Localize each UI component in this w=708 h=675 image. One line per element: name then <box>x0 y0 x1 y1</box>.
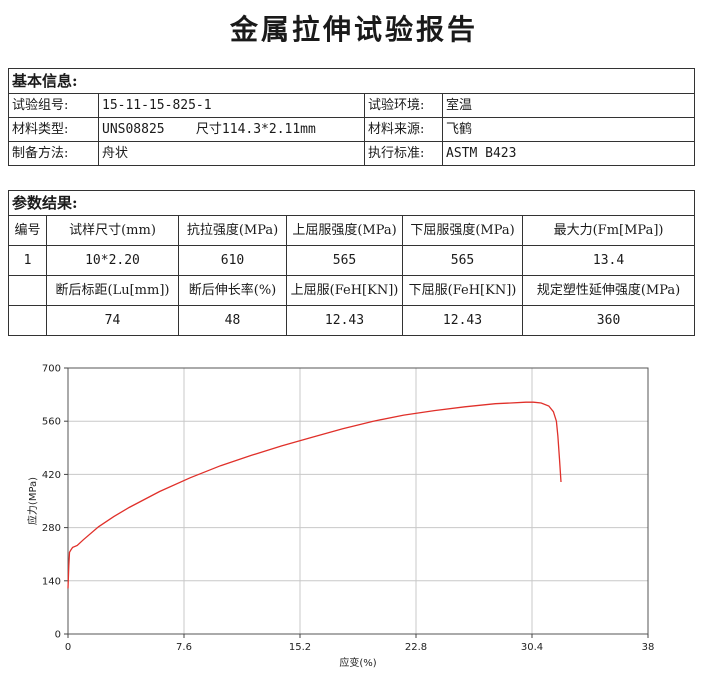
y-tick-label: 420 <box>42 470 61 481</box>
value-material-type: UNS08825 尺寸114.3*2.11mm <box>98 117 365 142</box>
label-material-source: 材料来源: <box>364 117 443 142</box>
label-prep-method: 制备方法: <box>8 141 99 166</box>
value-cell: 12.43 <box>402 305 523 336</box>
header-cell: 断后伸长率(%) <box>178 275 287 306</box>
basic-info-row: 材料类型: UNS08825 尺寸114.3*2.11mm 材料来源: 飞鹤 <box>8 117 696 142</box>
stress-strain-line <box>67 401 562 589</box>
y-tick-label: 280 <box>42 523 61 534</box>
y-tick-label: 140 <box>42 576 61 587</box>
value-test-group: 15-11-15-825-1 <box>98 93 365 118</box>
label-standard: 执行标准: <box>364 141 443 166</box>
value-cell: 610 <box>178 245 287 276</box>
value-cell: 12.43 <box>286 305 403 336</box>
header-cell: 抗拉强度(MPa) <box>178 215 287 246</box>
stress-strain-chart: 0 7.6 15.2 22.8 30.4 38 0 140 280 420 560 700 应变(%)… <box>26 364 654 670</box>
header-cell: 试样尺寸(mm) <box>46 215 179 246</box>
params-heading: 参数结果: <box>7 190 696 216</box>
chart-series <box>67 401 562 589</box>
plot-frame <box>67 367 649 635</box>
value-cell: 10*2.20 <box>46 245 179 276</box>
x-tick-label: 15.2 <box>289 642 311 653</box>
header-cell: 规定塑性延伸强度(MPa) <box>521 275 696 306</box>
header-cell: 断后标距(Lu[mm]) <box>46 275 179 306</box>
x-tick-label: 30.4 <box>521 642 543 653</box>
label-test-group: 试验组号: <box>8 93 99 118</box>
header-cell: 上屈服强度(MPa) <box>286 215 403 246</box>
x-tick-label: 7.6 <box>176 642 192 653</box>
value-cell: 74 <box>46 305 179 336</box>
header-cell: 编号 <box>8 215 47 246</box>
value-standard: ASTM B423 <box>441 141 696 166</box>
header-cell: 上屈服(FeH[KN]) <box>286 275 403 306</box>
params-header-row: 断后标距(Lu[mm]) 断后伸长率(%) 上屈服(FeH[KN]) 下屈服(F… <box>8 275 696 306</box>
value-cell: 360 <box>521 305 696 336</box>
y-axis-label: 应力(MPa) <box>26 477 39 525</box>
params-value-row: 74 48 12.43 12.43 360 <box>8 305 696 336</box>
x-tick-label: 22.8 <box>405 642 427 653</box>
x-tick-label: 0 <box>65 642 71 653</box>
value-test-env: 室温 <box>441 93 696 118</box>
basic-info-table: 基本信息: 试验组号: 15-11-15-825-1 试验环境: 室温 材料类型… <box>7 68 696 166</box>
params-table: 参数结果: 编号 试样尺寸(mm) 抗拉强度(MPa) 上屈服强度(MPa) 下… <box>7 190 696 336</box>
report-title: 金属拉伸试验报告 <box>229 13 478 46</box>
label-material-type: 材料类型: <box>8 117 99 142</box>
value-cell <box>8 305 47 336</box>
header-cell: 最大力(Fm[MPa]) <box>521 215 696 246</box>
label-test-env: 试验环境: <box>364 93 443 118</box>
y-tick-label: 560 <box>42 417 61 428</box>
y-tick-label: 700 <box>42 364 61 375</box>
basic-info-row: 制备方法: 舟状 执行标准: ASTM B423 <box>8 141 696 166</box>
chart-axes <box>67 367 649 635</box>
value-cell: 13.4 <box>521 245 696 276</box>
value-prep-method: 舟状 <box>98 141 365 166</box>
x-tick-label: 38 <box>642 642 655 653</box>
header-cell: 下屈服(FeH[KN]) <box>402 275 523 306</box>
value-cell: 565 <box>402 245 523 276</box>
params-header-row: 编号 试样尺寸(mm) 抗拉强度(MPa) 上屈服强度(MPa) 下屈服强度(M… <box>8 215 696 246</box>
y-tick-label: 0 <box>55 630 61 641</box>
header-cell: 下屈服强度(MPa) <box>402 215 523 246</box>
basic-info-row: 试验组号: 15-11-15-825-1 试验环境: 室温 <box>8 93 696 118</box>
value-cell: 1 <box>8 245 47 276</box>
x-axis-label: 应变(%) <box>339 656 376 669</box>
params-value-row: 1 10*2.20 610 565 565 13.4 <box>8 245 696 276</box>
value-cell: 565 <box>286 245 403 276</box>
value-cell: 48 <box>178 305 287 336</box>
basic-info-heading: 基本信息: <box>7 68 696 94</box>
chart-grid <box>67 367 649 635</box>
chart-ticks: 0 7.6 15.2 22.8 30.4 38 0 140 280 420 560 700 <box>42 364 654 654</box>
value-material-source: 飞鹤 <box>441 117 696 142</box>
header-cell <box>8 275 47 306</box>
